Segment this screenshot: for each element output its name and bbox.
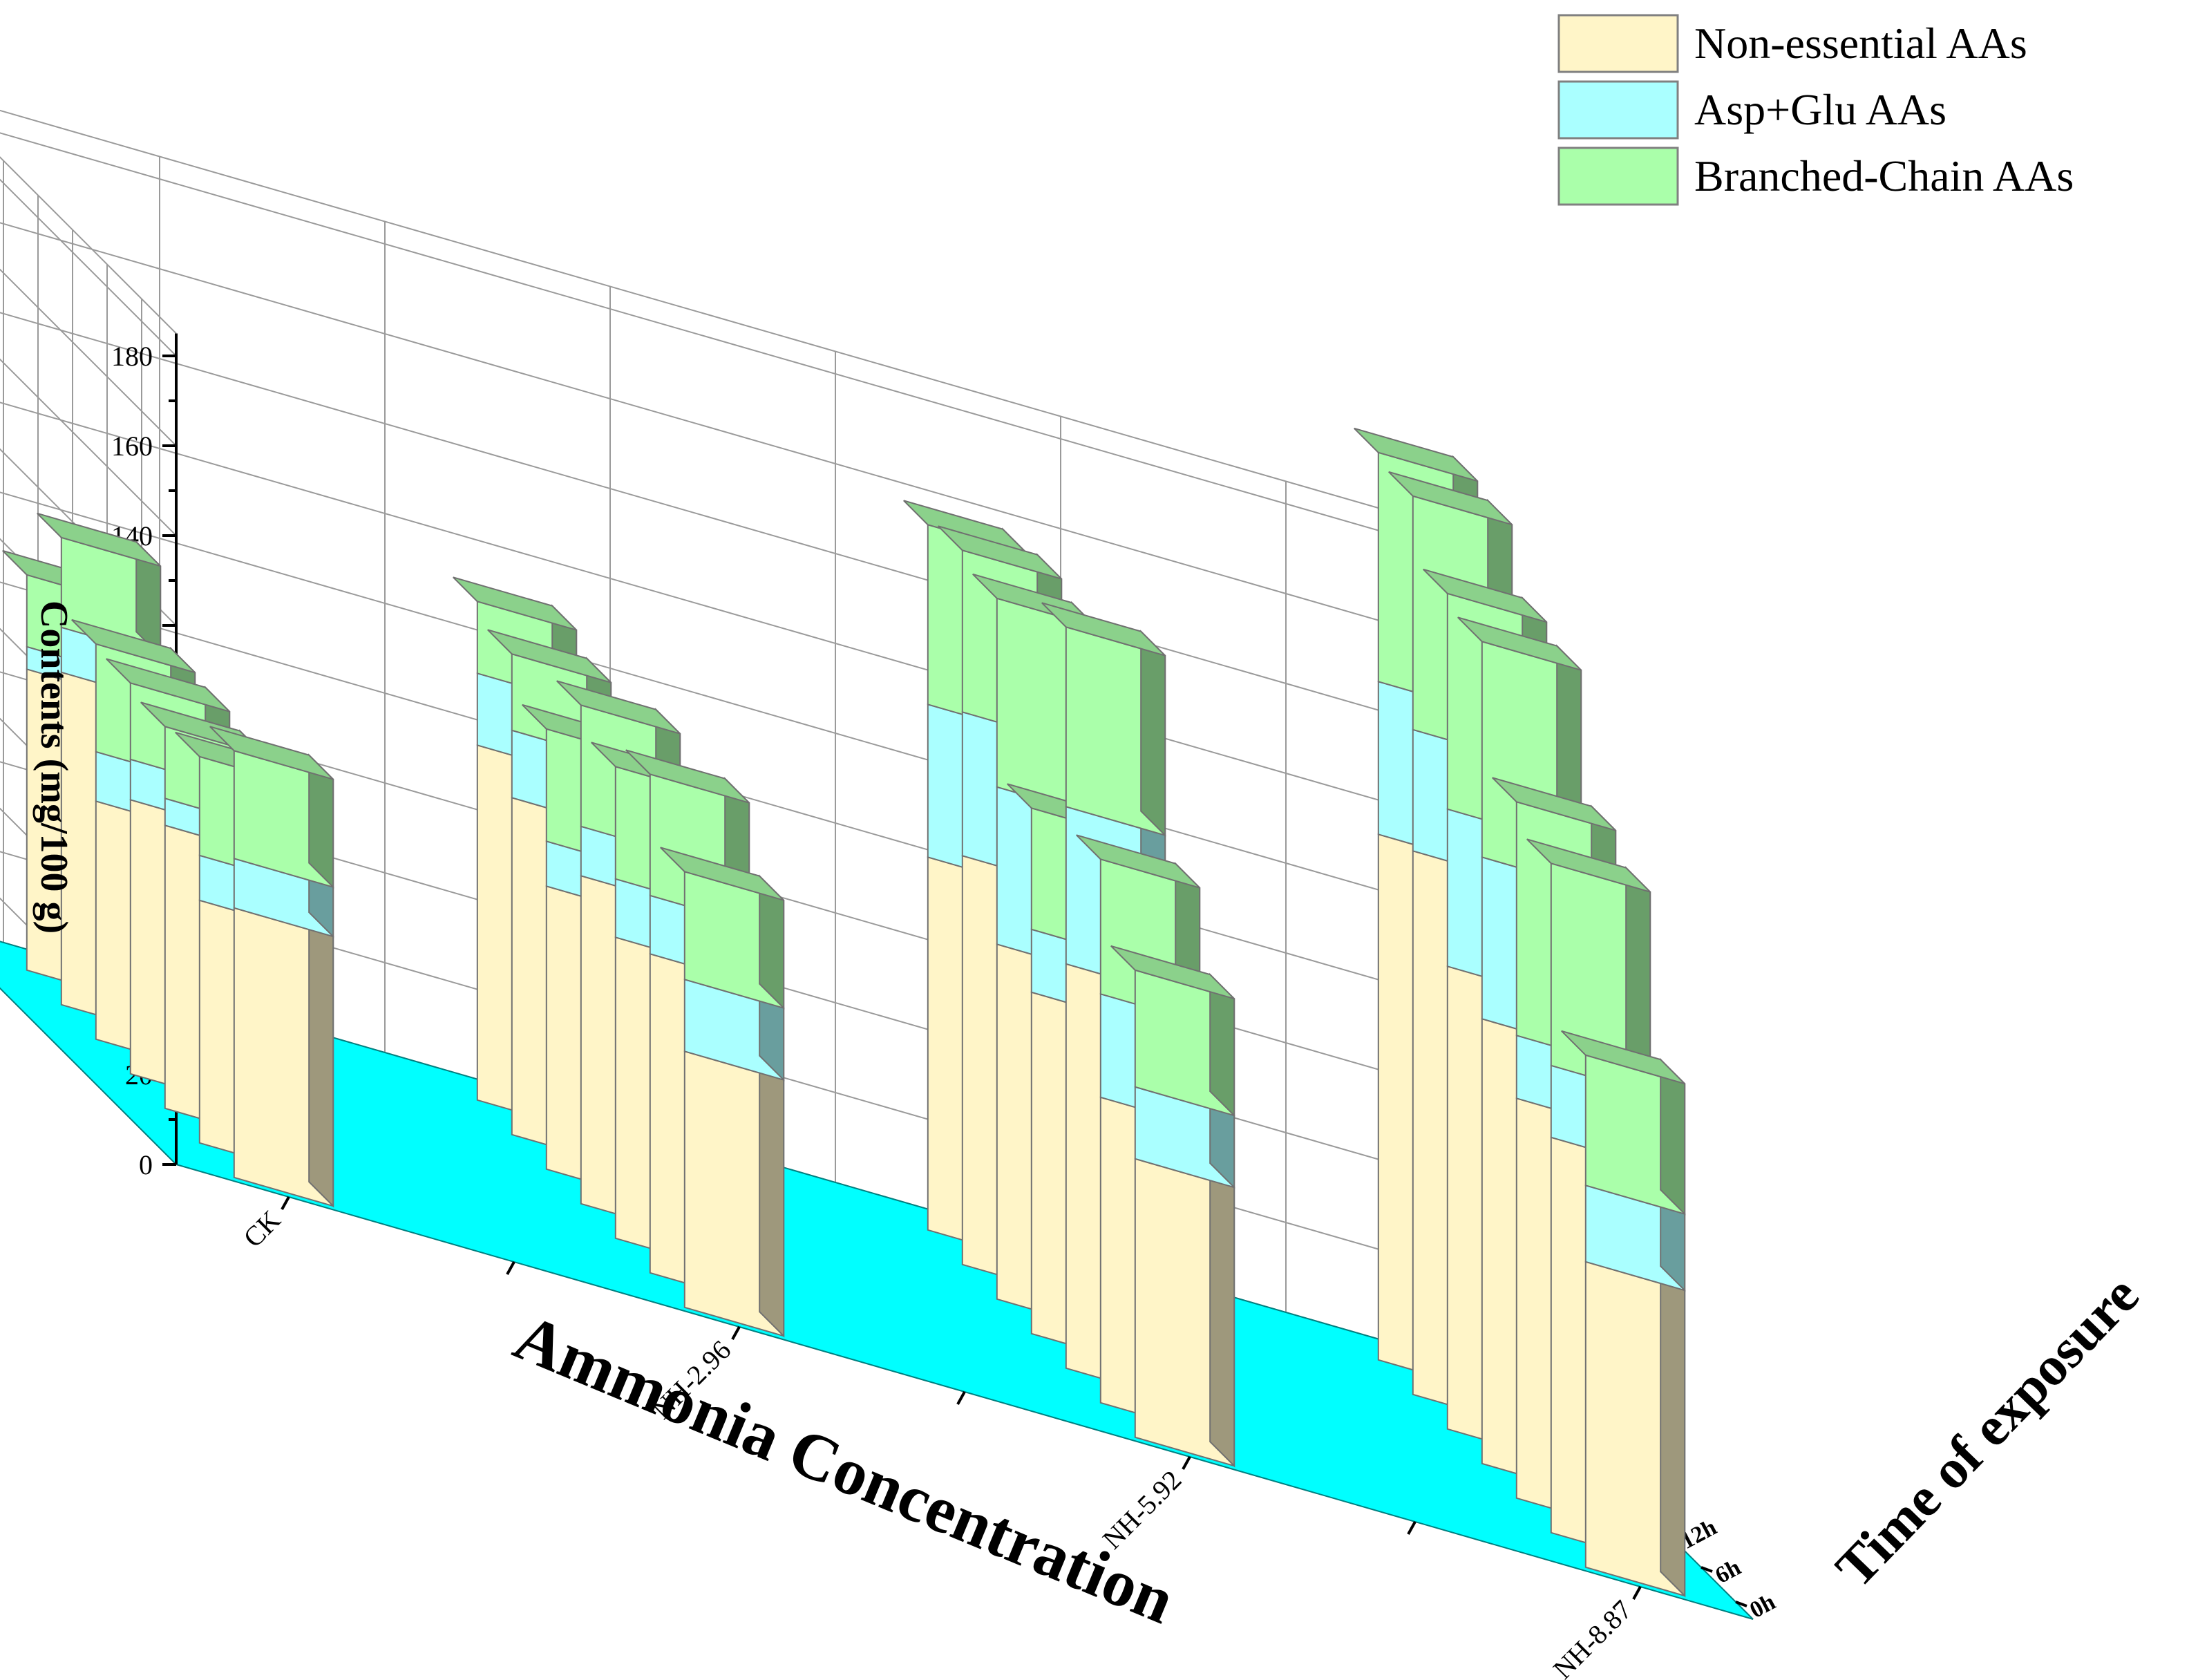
y-axis-title: Time of exposure [1824,1265,2150,1599]
legend-swatch [1557,14,1679,73]
y-tick [1700,1566,1713,1573]
gridline-z [0,132,1512,569]
bar-segment-non-essential [1584,1261,1686,1598]
x-tick [1632,1586,1642,1600]
category-label: CK [237,1204,286,1253]
bar-segment-non-essential [683,1050,785,1338]
legend-swatch [1557,147,1679,206]
x-tick [1407,1521,1417,1535]
gridline-top [0,109,1512,547]
legend: Non-essential AAs Asp+Glu AAs Branched-Cha… [1557,14,2074,206]
category-label: NH-8.87 [1547,1594,1638,1680]
legend-label: Asp+Glu AAs [1694,85,1946,134]
gridline-z [0,222,1512,659]
legend-swatch [1557,80,1679,140]
bar-segment-branched-chain [1561,1030,1686,1216]
bar-segment-asp-glu [1584,1184,1686,1292]
z-tick-label: 0 [139,1149,153,1180]
x-tick [1182,1456,1191,1470]
y-tick [1735,1601,1747,1607]
x-tick [956,1391,966,1405]
z-axis-title: Contents (mg/100 g) [32,601,75,934]
x-tick [281,1196,290,1210]
bar-segment-branched-chain [660,847,785,1010]
bar-segment-non-essential [233,907,334,1208]
z-tick-label: 180 [111,341,153,372]
bar-segment-branched-chain [209,726,334,889]
x-tick [506,1261,515,1275]
bars [2,427,1686,1598]
bar-segment-non-essential [1134,1158,1235,1468]
bar-segment-asp-glu [1134,1086,1235,1189]
bar-segment-branched-chain [1041,602,1166,838]
x-tick [731,1326,741,1340]
z-tick-label: 160 [111,431,153,462]
legend-label: Non-essential AAs [1694,19,2027,68]
legend-label: Branched-Chain AAs [1694,151,2074,200]
gridline-z [0,312,1512,749]
bar-segment-branched-chain [1110,945,1235,1117]
